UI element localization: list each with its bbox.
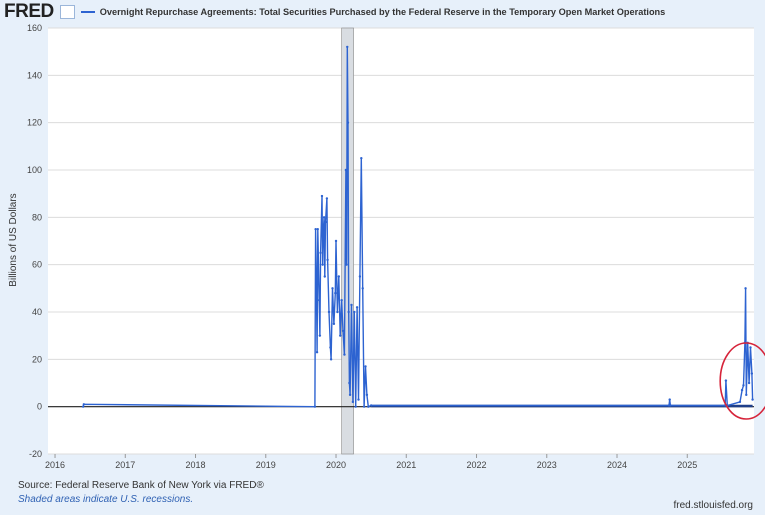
data-point: [742, 384, 745, 387]
x-tick-label: 2018: [186, 460, 206, 470]
data-point: [343, 353, 346, 356]
data-point: [346, 121, 350, 124]
data-point: [365, 393, 369, 397]
data-point: [744, 287, 747, 290]
y-tick-label: 80: [32, 212, 42, 222]
data-point: [364, 365, 367, 368]
y-tick-label: 20: [32, 354, 42, 364]
data-point: [316, 227, 319, 231]
data-point: [326, 258, 329, 262]
data-point: [350, 303, 353, 307]
x-tick-label: 2017: [115, 460, 135, 470]
data-point: [329, 358, 333, 361]
y-tick-label: 60: [32, 260, 42, 270]
y-tick-label: -20: [29, 449, 42, 459]
data-point: [751, 398, 754, 401]
data-point: [348, 393, 352, 397]
y-tick-label: 140: [27, 70, 42, 80]
data-point: [362, 405, 366, 408]
data-point: [325, 197, 329, 200]
data-point: [329, 346, 332, 349]
data-point: [724, 379, 728, 382]
data-point: [318, 334, 322, 337]
data-point: [360, 156, 363, 160]
series-title[interactable]: Overnight Repurchase Agreements: Total S…: [99, 7, 666, 17]
data-point: [745, 393, 748, 397]
data-point: [322, 216, 326, 219]
x-tick-label: 2024: [607, 460, 627, 470]
legend-line-icon: [80, 11, 95, 13]
data-point: [314, 227, 317, 231]
x-tick-label: 2016: [45, 460, 65, 470]
data-point: [334, 291, 337, 295]
data-point: [317, 298, 321, 302]
data-point: [355, 306, 359, 309]
y-tick-label: 100: [27, 165, 42, 175]
site-link[interactable]: fred.stlouisfed.org: [673, 500, 754, 511]
data-point: [313, 405, 317, 408]
data-point: [668, 398, 671, 401]
y-tick-label: 160: [27, 23, 42, 33]
y-tick-label: 0: [37, 402, 42, 412]
recession-note: Shaded areas indicate U.S. recessions.: [18, 494, 194, 505]
data-point: [336, 310, 339, 314]
data-point: [361, 287, 364, 290]
data-point: [354, 405, 357, 408]
data-point: [749, 346, 752, 349]
data-point: [348, 381, 351, 385]
data-point: [357, 398, 360, 401]
data-point: [738, 400, 742, 404]
header: FRED Overnight Repurchase Agreements: To…: [4, 1, 666, 22]
y-tick-label: 120: [27, 118, 42, 128]
x-tick-label: 2022: [467, 460, 487, 470]
y-tick-label: 40: [32, 307, 42, 317]
x-tick-label: 2021: [396, 460, 416, 470]
x-tick-label: 2019: [256, 460, 276, 470]
data-point: [323, 275, 326, 278]
x-tick-label: 2020: [326, 460, 346, 470]
data-point: [315, 282, 318, 285]
data-point: [331, 287, 334, 290]
data-point: [369, 404, 373, 407]
fred-logo[interactable]: FRED: [4, 1, 54, 22]
data-point: [345, 263, 348, 266]
data-point: [320, 194, 324, 198]
data-point: [347, 310, 350, 314]
plot-area: [48, 28, 754, 454]
data-point: [346, 45, 349, 49]
data-point: [319, 251, 322, 255]
data-point: [344, 168, 348, 172]
data-point: [337, 275, 341, 278]
data-point: [669, 404, 672, 407]
data-point: [334, 239, 338, 243]
data-point: [332, 322, 336, 326]
data-point: [358, 275, 362, 278]
chart-icon[interactable]: [59, 5, 75, 19]
recession-shade: [341, 27, 354, 455]
annotation-circle: [719, 342, 765, 420]
data-point: [750, 372, 754, 375]
data-point: [353, 310, 356, 314]
data-point: [340, 298, 343, 302]
data-point: [367, 405, 370, 408]
y-axis-label: Billions of US Dollars: [8, 193, 19, 286]
data-point: [351, 400, 355, 404]
data-point: [315, 351, 319, 354]
source-text: Source: Federal Reserve Bank of New York…: [18, 480, 264, 491]
data-point: [322, 227, 325, 231]
data-point: [324, 220, 327, 224]
data-point: [747, 381, 751, 385]
data-point: [81, 405, 85, 408]
data-point: [82, 403, 86, 406]
x-tick-label: 2025: [677, 460, 697, 470]
data-point: [327, 310, 331, 314]
x-tick-label: 2023: [537, 460, 557, 470]
data-point: [740, 388, 744, 392]
data-point: [341, 329, 345, 333]
data-point: [321, 263, 324, 266]
data-point: [339, 334, 342, 337]
